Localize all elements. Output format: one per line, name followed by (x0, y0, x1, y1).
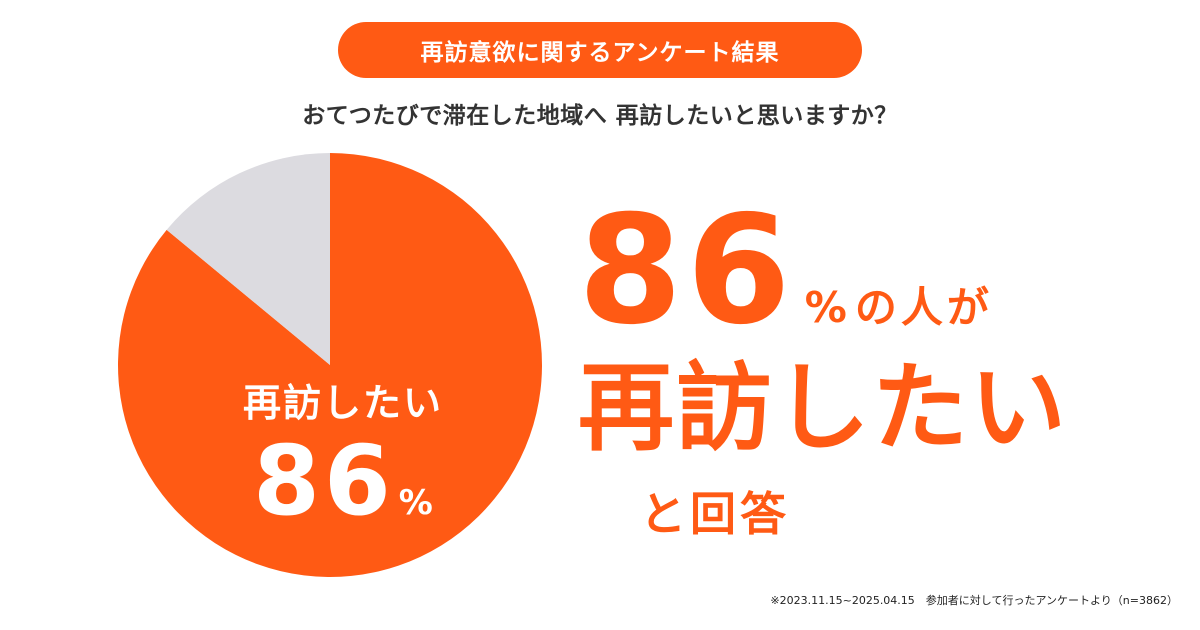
headline-emphasis: 再訪したい (578, 352, 1068, 464)
pie-slice-value: 86 (253, 425, 395, 537)
headline-number: 86 (578, 184, 795, 358)
headline-percent-line: 86% の人が (578, 196, 993, 346)
survey-question: おてつたびで滞在した地域へ 再訪したいと思いますか？ (302, 103, 898, 129)
pie-slice-value-label: 86% (208, 425, 478, 537)
pie-slice-unit: % (398, 483, 433, 523)
headline-closing: と回答 (640, 487, 790, 541)
pie-chart (117, 153, 542, 577)
pie-slice-label: 再訪したい (242, 381, 443, 425)
headline-suffix: の人が (854, 283, 993, 332)
pie-slice-remainder (166, 153, 330, 365)
survey-title-banner: 再訪意欲に関するアンケート結果 (338, 22, 862, 78)
survey-title: 再訪意欲に関するアンケート結果 (420, 40, 780, 66)
survey-footnote: ※2023.11.15~2025.04.15 参加者に対して行ったアンケートより… (770, 594, 1178, 607)
headline-unit: % (804, 283, 847, 332)
